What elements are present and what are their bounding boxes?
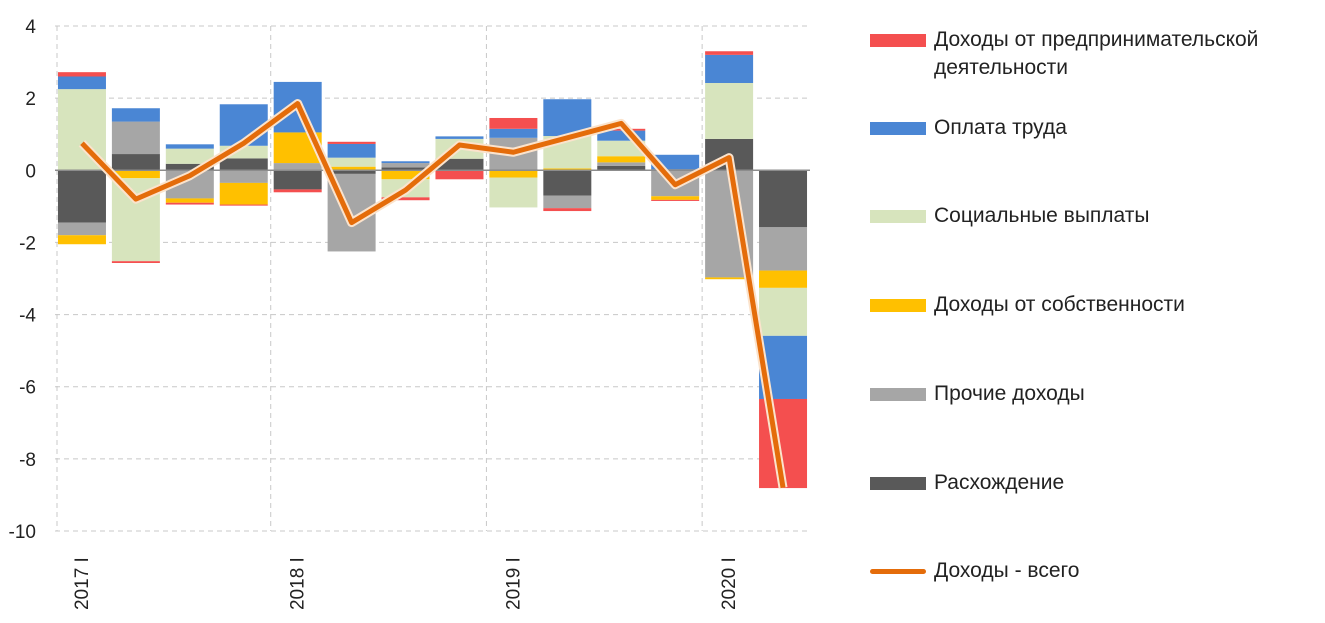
bar-segment <box>435 170 484 180</box>
bar-segment <box>381 163 430 168</box>
bar-segment <box>327 143 376 158</box>
bar-segment <box>759 227 808 271</box>
x-tick-label: 2018 I <box>288 557 309 610</box>
legend-item-other: Прочие доходы <box>870 380 1314 408</box>
bar-segment <box>489 170 538 178</box>
legend-label: Прочие доходы <box>934 382 1085 405</box>
bar-segment <box>327 170 376 174</box>
y-tick-label: 0 <box>25 161 36 182</box>
legend-swatch <box>870 299 926 312</box>
legend-item-total: Доходы - всего <box>870 557 1314 585</box>
bar-segment <box>543 195 592 209</box>
bar-segment <box>111 121 160 155</box>
bar-segment <box>219 204 268 206</box>
legend-item-social: Социальные выплаты <box>870 202 1314 230</box>
bar-segment <box>273 170 322 190</box>
bar-segment <box>435 158 484 171</box>
bar-segment <box>165 198 214 203</box>
legend-swatch <box>870 388 926 401</box>
legend-swatch <box>870 210 926 223</box>
x-tick-label: 2019 I <box>503 557 524 610</box>
bar-segment <box>705 82 754 139</box>
bar-segment <box>111 108 160 122</box>
bar-segment <box>327 157 376 167</box>
bar-segment <box>273 163 322 171</box>
bar-segment <box>57 76 106 90</box>
bar-segment <box>543 208 592 212</box>
bar-segment <box>57 235 106 245</box>
legend-label: Доходы от собственности <box>934 293 1185 316</box>
bar-segment <box>57 222 106 236</box>
bar-segment <box>381 161 430 164</box>
bar-segment <box>705 51 754 55</box>
bar-segment <box>489 177 538 208</box>
legend-label: Доходы от предпринимательской деятельнос… <box>934 28 1259 79</box>
bar-segment <box>57 72 106 77</box>
bar-segment <box>165 148 214 164</box>
bar-segment <box>651 196 700 200</box>
bar-segment <box>435 136 484 139</box>
legend-label: Доходы - всего <box>934 559 1080 582</box>
y-tick-label: -4 <box>19 306 36 327</box>
bar-segment <box>489 128 538 138</box>
bar-segment <box>597 156 646 163</box>
legend-line <box>870 569 926 574</box>
bar-segment <box>759 270 808 288</box>
bar-segment <box>759 287 808 336</box>
y-tick-label: -8 <box>19 450 36 471</box>
legend-item-wages: Оплата труда <box>870 114 1314 142</box>
bar-segment <box>489 117 538 129</box>
bar-segment <box>381 167 430 171</box>
bar-segment <box>273 189 322 193</box>
legend-item-discrepancy: Расхождение <box>870 469 1314 497</box>
bar-segment <box>597 130 646 141</box>
bar-segment <box>219 182 268 205</box>
bar-segment <box>705 54 754 83</box>
bar-segment <box>165 202 214 205</box>
legend-item-property: Доходы от собственности <box>870 291 1314 319</box>
bar-segment <box>543 168 592 171</box>
bar-segment <box>543 170 592 196</box>
y-tick-label: -6 <box>19 378 36 399</box>
legend-label: Оплата труда <box>934 116 1067 139</box>
x-tick-label: 2020 I <box>719 557 740 610</box>
bar-segment <box>597 165 646 171</box>
x-tick-label: 2017 I <box>72 557 93 610</box>
bar-segment <box>759 170 808 228</box>
y-tick-label: -2 <box>19 233 36 254</box>
legend-item-business: Доходы от предпринимательской деятельнос… <box>870 26 1314 82</box>
bar-segment <box>57 170 106 223</box>
y-tick-label: -10 <box>9 522 36 543</box>
legend-swatch <box>870 122 926 135</box>
bar-segment <box>597 140 646 157</box>
bar-segment <box>705 277 754 280</box>
bar-segment <box>219 170 268 183</box>
bar-segment <box>381 170 430 180</box>
plot-area: 4 2 0 -2 -4 -6 -8 -10 2017 I 2018 I 2019 I 2020 I <box>9 17 810 610</box>
total-income-line <box>80 101 786 489</box>
legend-label: Расхождение <box>934 471 1065 494</box>
bar-segment <box>651 199 700 201</box>
bar-segment <box>327 166 376 171</box>
bar-segment <box>381 197 430 201</box>
bar-segment <box>111 261 160 263</box>
legend-label: Социальные выплаты <box>934 204 1150 227</box>
bar-segment <box>111 154 160 171</box>
bar-segment <box>165 163 214 171</box>
legend-swatch <box>870 477 926 490</box>
bar-segment <box>219 158 268 171</box>
bar-segment <box>327 141 376 144</box>
y-tick-label: 2 <box>25 89 36 110</box>
bar-segment <box>597 162 646 166</box>
bar-segment <box>111 170 160 179</box>
y-tick-label: 4 <box>25 17 36 38</box>
legend-swatch <box>870 34 926 47</box>
bar-segment <box>165 144 214 149</box>
